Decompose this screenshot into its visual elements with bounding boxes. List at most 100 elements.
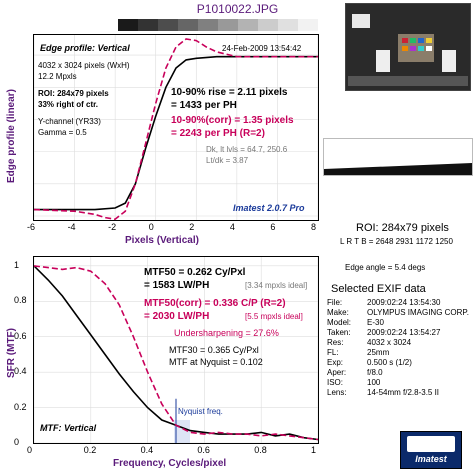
exif-key: FL: xyxy=(327,348,339,357)
mtf-corrected-line xyxy=(34,265,318,441)
exif-key: Res: xyxy=(327,338,344,347)
version-label: Imatest 2.0.7 Pro xyxy=(233,203,305,213)
mtf-y-tick-label: 0 xyxy=(14,437,20,447)
mtf-x-tick-label: 0.4 xyxy=(140,445,154,455)
edge-y-label: Edge profile (linear) xyxy=(6,89,17,183)
roi-line: ROI: 284x79 pixels xyxy=(38,89,109,98)
exif-row: ISO: 100 xyxy=(327,378,469,388)
exif-row: Make: OLYMPUS IMAGING CORP. xyxy=(327,308,469,318)
exif-table: File: 2009:02:24 13:54:30 Make: OLYMPUS IMA… xyxy=(327,298,469,398)
mtf30-line: MTF30 = 0.365 Cy/Pxl xyxy=(169,345,259,355)
levels-line-2: Lt/dk = 3.87 xyxy=(206,156,249,165)
mtf-chart-title: MTF: Vertical xyxy=(40,423,97,433)
exif-row: FL: 25mm xyxy=(327,348,469,358)
rise-line-1: 10-90% rise = 2.11 pixels xyxy=(171,87,288,98)
exif-row: Taken: 2009:02:24 13:54:27 xyxy=(327,328,469,338)
mtf-x-tick-label: 0 xyxy=(27,445,33,455)
corr-line-2: = 2243 per PH (R=2) xyxy=(171,128,265,139)
mtf-panel: MTF50 = 0.262 Cy/Pxl = 1583 LW/PH [3.34 … xyxy=(33,256,319,444)
mtf-x-tick-label: 0.2 xyxy=(83,445,97,455)
exif-value: 2009:02:24 13:54:27 xyxy=(367,328,441,337)
exif-row: Exp: 0.500 s (1/2) xyxy=(327,358,469,368)
mtf-y-tick-label: 0.2 xyxy=(14,401,27,412)
exif-value: f/8.0 xyxy=(367,368,383,377)
nyquist-label: Nyquist freq. xyxy=(178,407,223,416)
mtf-plot xyxy=(34,257,318,443)
exif-title: Selected EXIF data xyxy=(331,283,426,295)
exif-key: Exp: xyxy=(327,358,344,367)
edge-x-tick-label: 0 xyxy=(148,222,154,232)
edge-x-tick-label: 4 xyxy=(229,222,235,232)
mtf-x-ticks: 0 0.2 0.4 0.6 0.8 1 xyxy=(27,445,319,457)
mtf-x-tick-label: 1 xyxy=(311,445,317,455)
levels-line-1: Dk, lt lvls = 64.7, 250.6 xyxy=(206,145,288,154)
channel-line: Y-channel (YR33) xyxy=(38,117,101,126)
exif-value: 0.500 s (1/2) xyxy=(367,358,412,367)
edge-chart-title: Edge profile: Vertical xyxy=(40,43,130,53)
mtf50-line-1: MTF50 = 0.262 Cy/Pxl xyxy=(144,267,246,278)
corr-line-1: 10-90%(corr) = 1.35 pixels xyxy=(171,115,294,126)
edge-x-tick-label: -4 xyxy=(67,222,76,232)
edge-profile-plot xyxy=(34,35,318,220)
mtf50-ideal: [3.34 mpxls ideal] xyxy=(245,281,308,290)
mtf50corr-line-1: MTF50(corr) = 0.336 C/P (R=2) xyxy=(144,298,286,309)
mtf-y-tick-label: 1 xyxy=(14,259,20,270)
gamma-line: Gamma = 0.5 xyxy=(38,128,87,137)
exif-value: 14-54mm f/2.8-3.5 II xyxy=(367,388,440,397)
exif-row: Lens: 14-54mm f/2.8-3.5 II xyxy=(327,388,469,398)
edge-x-label: Pixels (Vertical) xyxy=(125,235,199,246)
imatest-logo-text: Imatest xyxy=(415,454,447,464)
exif-key: Taken: xyxy=(327,328,351,337)
edge-x-tick-label: -2 xyxy=(108,222,117,232)
edge-x-tick-label: -6 xyxy=(27,222,36,232)
gray-strip xyxy=(118,19,318,31)
edge-x-tick-label: 8 xyxy=(311,222,317,232)
exif-row: Aper: f/8.0 xyxy=(327,368,469,378)
exif-row: File: 2009:02:24 13:54:30 xyxy=(327,298,469,308)
exif-value: 4032 x 3024 xyxy=(367,338,412,347)
mtf-x-label: Frequency, Cycles/pixel xyxy=(113,458,227,469)
roi-crop-thumbnail xyxy=(323,138,473,176)
mtf-x-tick-label: 0.6 xyxy=(197,445,210,455)
rise-line-2: = 1433 per PH xyxy=(171,100,237,111)
mtf-y-tick-label: 0.8 xyxy=(14,295,27,306)
edge-x-tick-label: 2 xyxy=(189,222,195,232)
undersharpening-line: Undersharpening = 27.6% xyxy=(174,328,279,338)
exif-key: File: xyxy=(327,298,343,307)
mtf50-line-2: = 1583 LW/PH xyxy=(144,280,210,291)
exif-row: Model: E-30 xyxy=(327,318,469,328)
exif-key: Model: xyxy=(327,318,352,327)
exif-value: E-30 xyxy=(367,318,384,327)
edge-profile-line xyxy=(34,55,318,211)
exif-key: Lens: xyxy=(327,388,347,397)
mtf-y-tick-label: 0.6 xyxy=(14,330,27,341)
edge-profile-corrected-line xyxy=(34,38,318,220)
mtf50corr-ideal: [5.5 mpxls ideal] xyxy=(245,312,303,321)
edge-angle: Edge angle = 5.4 degs xyxy=(345,263,426,272)
mtf-y-tick-label: 0.4 xyxy=(14,366,27,377)
target-thumbnail xyxy=(345,3,471,91)
image-size-line: 4032 x 3024 pixels (WxH) xyxy=(38,61,130,70)
imatest-logo: Imatest xyxy=(400,431,462,469)
exif-value: 25mm xyxy=(367,348,390,357)
page-title: P1010022.JPG xyxy=(196,2,279,16)
mtf-x-tick-label: 0.8 xyxy=(254,445,267,455)
roi-title: ROI: 284x79 pixels xyxy=(356,222,449,234)
edge-chart-date: 24-Feb-2009 13:54:42 xyxy=(222,44,302,53)
mtf-nyquist-line: MTF at Nyquist = 0.102 xyxy=(169,357,263,367)
exif-key: Aper: xyxy=(327,368,347,377)
exif-key: Make: xyxy=(327,308,349,317)
megapixel-line: 12.2 Mpxls xyxy=(38,72,77,81)
exif-value: 100 xyxy=(367,378,381,387)
roi-position-line: 33% right of ctr. xyxy=(38,100,99,109)
roi-coords: L R T B = 2648 2931 1172 1250 xyxy=(340,237,453,246)
mtf-y-ticks: 0 0.2 0.4 0.6 0.8 1 xyxy=(14,256,32,447)
exif-value: OLYMPUS IMAGING CORP. xyxy=(367,308,469,317)
edge-x-ticks: -6 -4 -2 0 2 4 6 8 xyxy=(27,222,319,234)
exif-value: 2009:02:24 13:54:30 xyxy=(367,298,441,307)
edge-x-tick-label: 6 xyxy=(270,222,276,232)
exif-key: ISO: xyxy=(327,378,344,387)
exif-row: Res: 4032 x 3024 xyxy=(327,338,469,348)
mtf50corr-line-2: = 2030 LW/PH xyxy=(144,311,210,322)
edge-profile-panel: Edge profile: Vertical 24-Feb-2009 13:54… xyxy=(33,34,319,221)
